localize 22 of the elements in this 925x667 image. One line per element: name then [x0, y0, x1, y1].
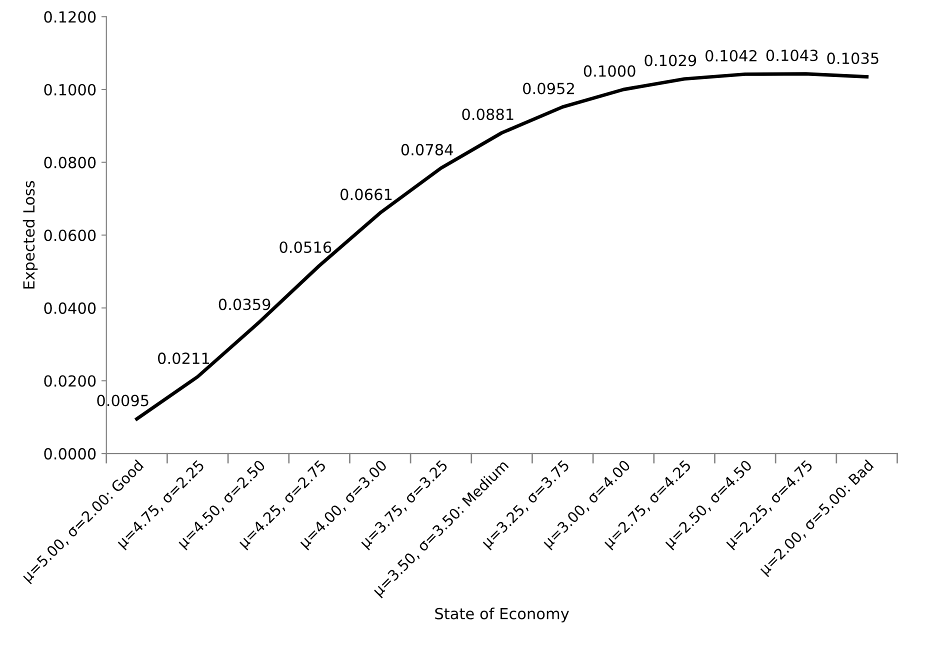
data-label: 0.0516	[280, 241, 332, 254]
data-label: 0.0211	[158, 352, 210, 364]
y-tick-label: 0.0600	[44, 230, 96, 242]
data-label: 0.0661	[340, 188, 392, 200]
y-tick-label: 0.1200	[44, 11, 96, 23]
data-label: 0.1043	[766, 50, 818, 62]
y-tick-label: 0.1000	[44, 84, 96, 96]
y-axis-title: Expected Loss	[22, 181, 38, 288]
x-axis-title: State of Economy	[435, 608, 569, 622]
data-label: 0.0952	[523, 82, 574, 94]
data-label: 0.1029	[644, 54, 696, 66]
y-tick-label: 0.0000	[44, 448, 96, 460]
data-label: 0.1000	[584, 65, 636, 77]
data-label: 0.0359	[218, 298, 270, 310]
y-tick-label: 0.0200	[44, 375, 96, 387]
data-label: 0.0095	[97, 394, 148, 406]
data-label: 0.0784	[401, 144, 453, 156]
data-label: 0.0881	[462, 108, 514, 120]
y-tick-label: 0.0800	[44, 156, 96, 168]
data-label: 0.1042	[706, 50, 756, 62]
y-tick-label: 0.0400	[44, 302, 96, 314]
data-label: 0.1035	[827, 52, 878, 64]
